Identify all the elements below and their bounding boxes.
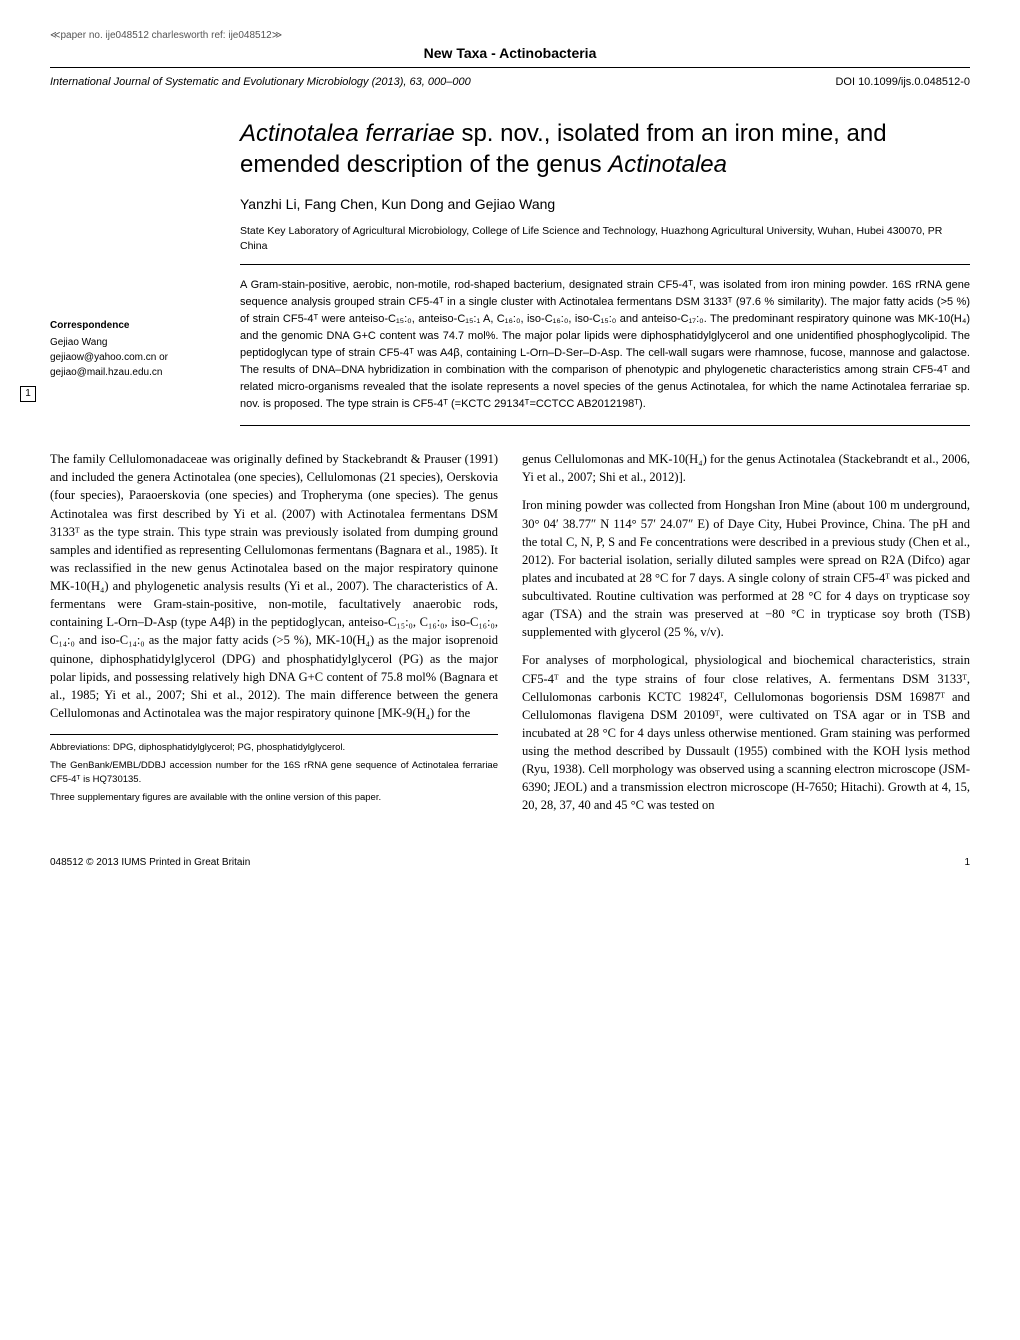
title-italic-1: Actinotalea ferrariae	[240, 120, 455, 147]
affiliation: State Key Laboratory of Agricultural Mic…	[240, 224, 970, 253]
footer-left: 048512 © 2013 IUMS Printed in Great Brit…	[50, 857, 250, 868]
correspondence-block: Correspondence Gejiao Wang gejiaow@yahoo…	[50, 318, 220, 380]
proof-marks: ≪paper no. ije048512 charlesworth ref: i…	[50, 30, 970, 41]
abstract: A Gram-stain-positive, aerobic, non-moti…	[240, 264, 970, 426]
authors: Yanzhi Li, Fang Chen, Kun Dong and Gejia…	[240, 196, 970, 212]
footnotes-block: Abbreviations: DPG, diphosphatidylglycer…	[50, 734, 498, 804]
correspondence-email-2: gejiao@mail.hzau.edu.cn	[50, 365, 220, 380]
annotation-number-box: 1	[20, 386, 36, 402]
correspondence-heading: Correspondence	[50, 318, 220, 333]
body-column-left: The family Cellulomonadaceae was origina…	[50, 450, 498, 824]
section-header: New Taxa - Actinobacteria	[50, 45, 970, 61]
journal-citation: International Journal of Systematic and …	[50, 76, 471, 88]
body-paragraph: genus Cellulomonas and MK-10(H₄) for the…	[522, 450, 970, 486]
main-grid: 1 Correspondence Gejiao Wang gejiaow@yah…	[50, 118, 970, 450]
footnote-accession: The GenBank/EMBL/DDBJ accession number f…	[50, 759, 498, 786]
title-italic-2: Actinotalea	[608, 151, 727, 178]
doi: DOI 10.1099/ijs.0.048512-0	[835, 76, 970, 88]
correspondence-email-1: gejiaow@yahoo.com.cn or	[50, 350, 220, 365]
footnote-abbreviations: Abbreviations: DPG, diphosphatidylglycer…	[50, 741, 498, 754]
footer-page-number: 1	[964, 857, 970, 868]
page-footer: 048512 © 2013 IUMS Printed in Great Brit…	[50, 857, 970, 868]
body-paragraph: The family Cellulomonadaceae was origina…	[50, 450, 498, 722]
body-columns: The family Cellulomonadaceae was origina…	[50, 450, 970, 824]
content-column: Actinotalea ferrariae sp. nov., isolated…	[240, 118, 970, 450]
correspondence-name: Gejiao Wang	[50, 335, 220, 350]
article-title: Actinotalea ferrariae sp. nov., isolated…	[240, 118, 970, 180]
correspondence-column: 1 Correspondence Gejiao Wang gejiaow@yah…	[50, 118, 220, 450]
body-paragraph: For analyses of morphological, physiolog…	[522, 651, 970, 814]
body-column-right: genus Cellulomonas and MK-10(H₄) for the…	[522, 450, 970, 824]
header-rule	[50, 67, 970, 68]
footnote-supplementary: Three supplementary figures are availabl…	[50, 791, 498, 804]
journal-row: International Journal of Systematic and …	[50, 76, 970, 88]
body-paragraph: Iron mining powder was collected from Ho…	[522, 496, 970, 641]
